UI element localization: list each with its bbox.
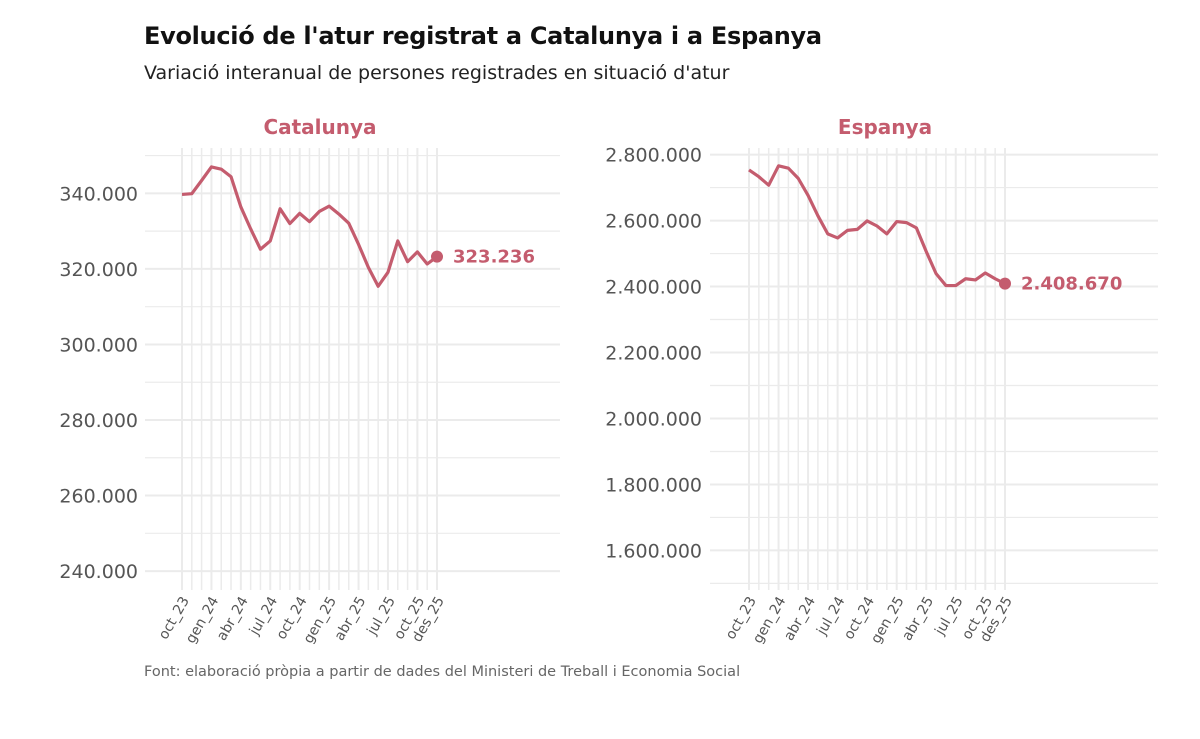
y-tick-label: 260.000 — [59, 486, 138, 508]
panel-title: Catalunya — [263, 115, 376, 139]
y-tick-label: 2.200.000 — [605, 343, 702, 365]
chart-caption: Font: elaboració pròpia a partir de dade… — [144, 664, 741, 680]
last-value-label: 2.408.670 — [1021, 274, 1122, 295]
series-line — [748, 164, 1006, 288]
y-tick-label: 240.000 — [59, 561, 138, 583]
series-line — [181, 165, 438, 288]
data-point — [431, 250, 443, 263]
y-tick-label: 340.000 — [59, 183, 138, 205]
y-tick-label: 1.800.000 — [605, 474, 702, 496]
y-tick-label: 320.000 — [59, 259, 138, 281]
chart-subtitle: Variació interanual de persones registra… — [144, 62, 730, 84]
y-tick-label: 2.000.000 — [605, 408, 702, 430]
y-tick-label: 1.600.000 — [605, 540, 702, 562]
panel-catalunya: 240.000 260.000 280.000 300.000 320.000 340.0… — [59, 115, 560, 646]
y-tick-label: 300.000 — [59, 334, 138, 356]
panel-title: Espanya — [838, 115, 932, 139]
panel-espanya: 1.600.000 1.800.000 2.000.000 2.200.000 2.40… — [605, 115, 1158, 646]
y-tick-label: 2.800.000 — [605, 145, 702, 167]
y-tick-label: 2.400.000 — [605, 277, 702, 299]
y-tick-label: 2.600.000 — [605, 211, 702, 233]
data-point — [999, 277, 1011, 290]
last-value-label: 323.236 — [453, 247, 535, 268]
y-tick-label: 280.000 — [59, 410, 138, 432]
chart-title: Evolució de l'atur registrat a Catalunya… — [144, 22, 822, 50]
